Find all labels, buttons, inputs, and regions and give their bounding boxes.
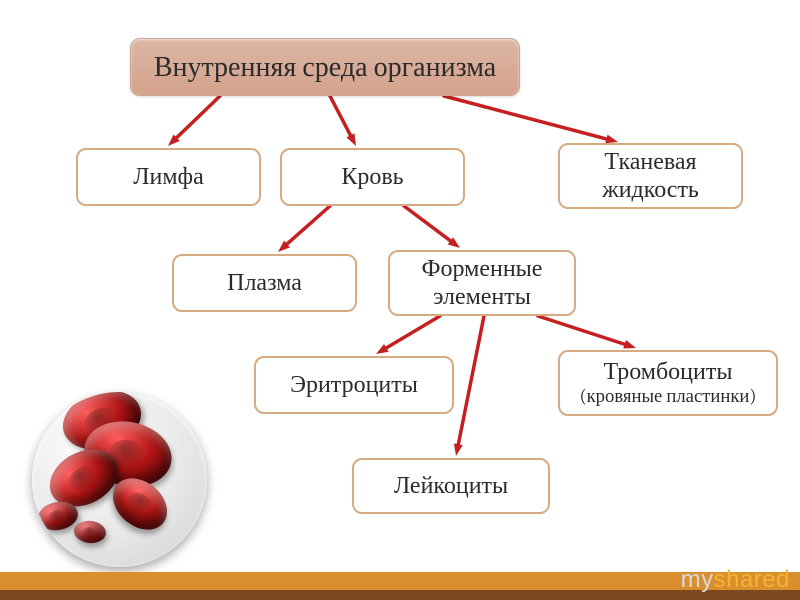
node-formed-label: Форменные элементы — [422, 255, 543, 310]
red-blood-cell — [73, 519, 107, 544]
node-blood: Кровь — [280, 148, 465, 206]
node-thrombocytes: Тромбоциты (кровяные пластинки) — [558, 350, 778, 416]
watermark-accent: shared — [714, 566, 790, 593]
node-title: Внутренняя среда организма — [130, 38, 520, 96]
node-blood-label: Кровь — [341, 163, 403, 191]
node-tissue-label: Тканевая жидкость — [602, 148, 699, 203]
node-leuk-label: Лейкоциты — [394, 472, 508, 500]
node-plasma: Плазма — [172, 254, 357, 312]
diagram-canvas: Внутренняя среда организма Лимфа Кровь Т… — [0, 0, 800, 600]
node-erythrocytes: Эритроциты — [254, 356, 454, 414]
node-lymph: Лимфа — [76, 148, 261, 206]
node-eryth-label: Эритроциты — [290, 371, 418, 399]
blood-cells-image — [32, 392, 207, 567]
node-lymph-label: Лимфа — [133, 163, 204, 191]
node-leukocytes: Лейкоциты — [352, 458, 550, 514]
node-plasma-label: Плазма — [227, 269, 302, 297]
node-tissue-fluid: Тканевая жидкость — [558, 143, 743, 209]
node-thromb-label: Тромбоциты (кровяные пластинки) — [579, 358, 756, 407]
watermark-pre: my — [681, 566, 714, 593]
node-title-label: Внутренняя среда организма — [154, 51, 496, 83]
watermark: myshared — [681, 566, 790, 594]
node-formed-elements: Форменные элементы — [388, 250, 576, 316]
